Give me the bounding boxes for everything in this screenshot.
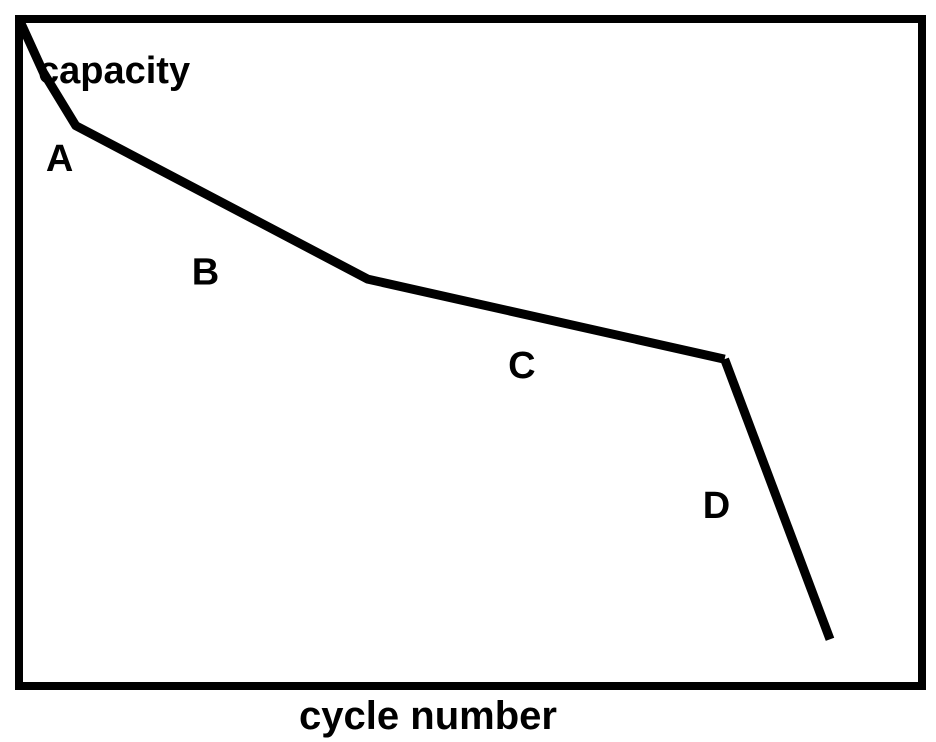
y-axis-label: capacity [38, 50, 191, 92]
series-line-1 [720, 357, 835, 641]
plot-frame [15, 15, 926, 690]
series-line-0 [14, 17, 726, 364]
annotation-c: C [508, 345, 535, 387]
annotation-a: A [46, 138, 73, 180]
annotation-b: B [192, 252, 219, 294]
x-axis-label: cycle number [299, 694, 557, 738]
series-layer [14, 17, 835, 641]
annotation-layer: A B C D [46, 138, 730, 527]
annotation-d: D [703, 485, 730, 527]
